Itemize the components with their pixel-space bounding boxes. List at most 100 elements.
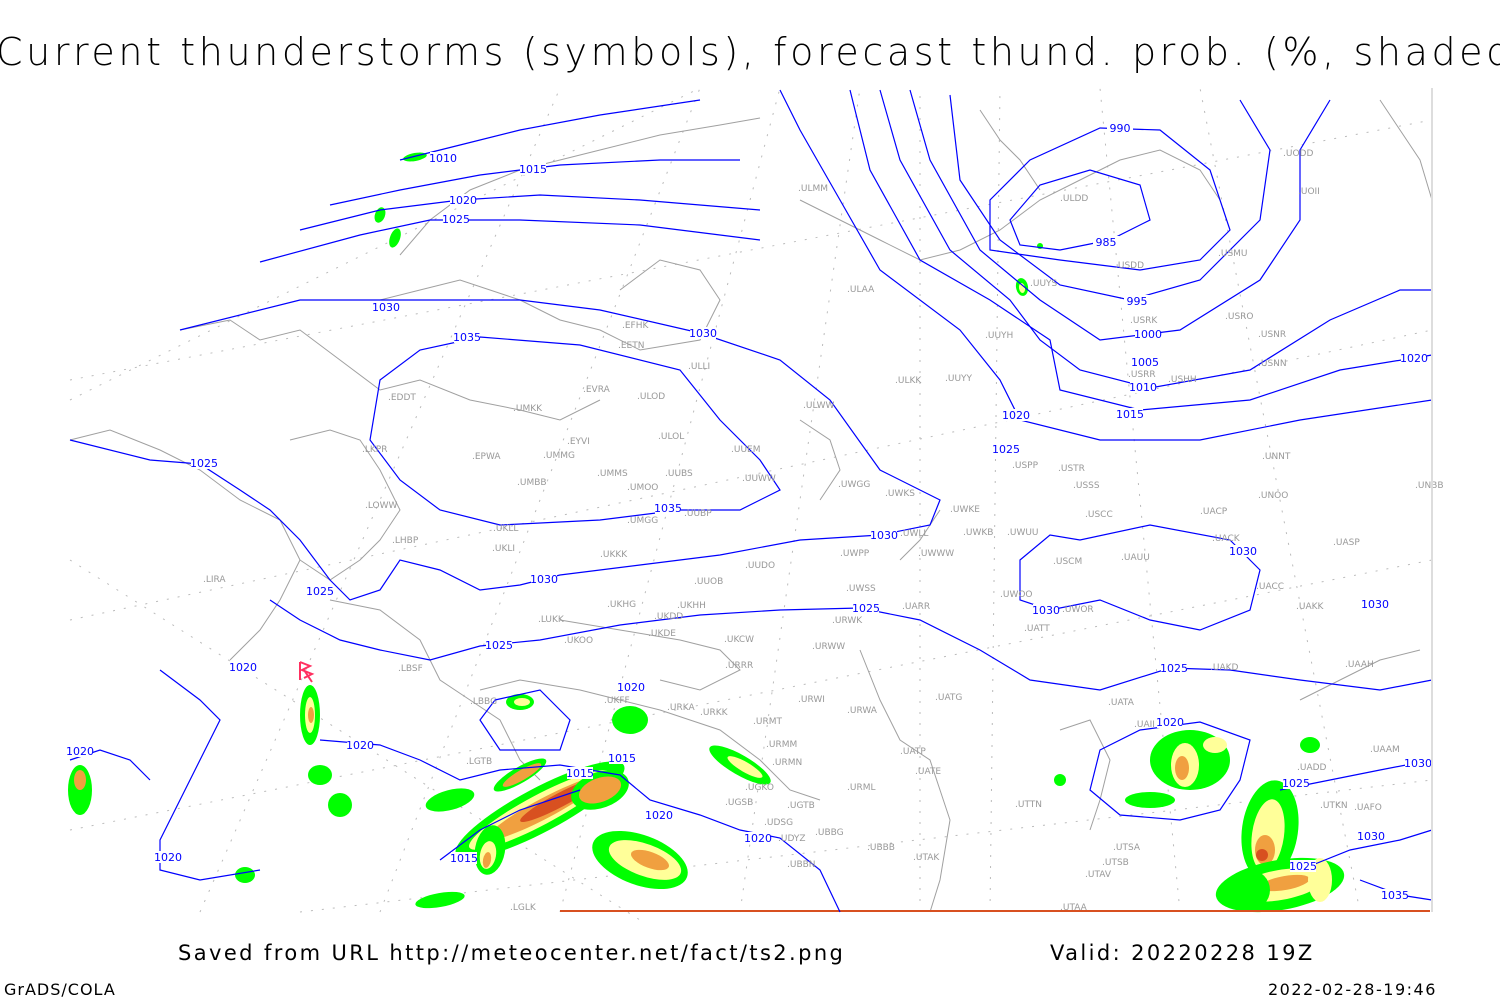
station-label: .UWPP bbox=[840, 549, 870, 559]
station-label: .USDD bbox=[1115, 261, 1144, 271]
isobar-label-bg bbox=[1290, 860, 1316, 872]
station-label: .LHBP bbox=[392, 536, 419, 546]
isobar-label: 1015 bbox=[519, 163, 547, 176]
station-label: .UKDE bbox=[648, 629, 676, 639]
isobar-label: 1025 bbox=[485, 639, 513, 652]
isobar-label: 1030 bbox=[870, 529, 898, 542]
isobar-label-bg bbox=[1033, 604, 1059, 616]
probability-area bbox=[308, 707, 314, 723]
isobar-label-bg bbox=[373, 301, 399, 313]
coastline bbox=[559, 619, 741, 691]
station-label: .UGSB bbox=[725, 798, 753, 808]
isobar-label-bg bbox=[451, 852, 477, 864]
isobar-label-bg bbox=[1161, 662, 1187, 674]
station-label: .UUBP bbox=[684, 509, 712, 519]
isobar-label-bg bbox=[1283, 777, 1309, 789]
station-label: .ULMM bbox=[798, 184, 828, 194]
station-label: .UKFF bbox=[604, 696, 630, 706]
isobar-label: 1015 bbox=[1116, 408, 1144, 421]
station-label: .UUBS bbox=[665, 469, 693, 479]
isobar-label: 1015 bbox=[450, 852, 478, 865]
probability-area bbox=[631, 849, 669, 871]
station-label: .UBBB bbox=[867, 843, 895, 853]
station-label: .USNN bbox=[1258, 359, 1287, 369]
station-label: .URMN bbox=[772, 758, 802, 768]
station-label: .UUEM bbox=[731, 445, 761, 455]
isobar-line bbox=[269, 599, 1433, 691]
isobar-label: 1030 bbox=[1229, 545, 1257, 558]
station-label: .UNOO bbox=[1258, 491, 1288, 501]
station-label: .LGTB bbox=[466, 757, 492, 767]
coastline bbox=[799, 419, 841, 501]
station-label: .UUYY bbox=[945, 374, 973, 384]
station-label: .UWOR bbox=[1062, 605, 1094, 615]
isobar-label-bg bbox=[1382, 889, 1408, 901]
station-label: .UMBB bbox=[517, 478, 547, 488]
isobar-label: 1030 bbox=[1032, 604, 1060, 617]
coastline bbox=[379, 259, 721, 351]
isobar-label-bg bbox=[486, 639, 512, 651]
station-label: .UODD bbox=[1283, 149, 1313, 159]
station-label: .UWKB bbox=[963, 528, 993, 538]
probability-area bbox=[1175, 756, 1189, 780]
coastline bbox=[979, 109, 1041, 191]
isobar-label: 1020 bbox=[1156, 716, 1184, 729]
station-label: .UWSS bbox=[846, 584, 876, 594]
isobar-line bbox=[1299, 829, 1433, 871]
station-label: .UBBG bbox=[815, 828, 844, 838]
isobar-label: 1020 bbox=[154, 851, 182, 864]
isobar-line bbox=[69, 439, 881, 601]
grid-line bbox=[989, 87, 1001, 913]
station-label: .ULKK bbox=[895, 376, 922, 386]
isobar-label: 1020 bbox=[229, 661, 257, 674]
station-label: .EVRA bbox=[583, 385, 611, 395]
thunderstorm-symbols bbox=[299, 661, 315, 683]
lat-lon-grid bbox=[69, 87, 1433, 921]
station-label: .USNR bbox=[1258, 330, 1286, 340]
isobar-line bbox=[369, 336, 781, 526]
station-label: .UWWW bbox=[918, 549, 954, 559]
station-label: .UOII bbox=[1298, 187, 1320, 197]
station-label: .UWKS bbox=[885, 489, 915, 499]
station-label: .UMMS bbox=[597, 469, 628, 479]
isobar-label-bg bbox=[454, 331, 480, 343]
isobar-label-bg bbox=[191, 457, 217, 469]
station-label: .UUDO bbox=[745, 561, 775, 571]
isobar-label-bg bbox=[655, 502, 681, 514]
isobar-label-bg bbox=[1124, 295, 1150, 307]
station-label: .URMM bbox=[766, 740, 797, 750]
isobar-label: 1010 bbox=[1129, 381, 1157, 394]
station-label: .LUKK bbox=[538, 615, 565, 625]
station-label: .URWW bbox=[812, 642, 845, 652]
station-label: .UKLI bbox=[492, 544, 515, 554]
probability-area bbox=[403, 152, 427, 162]
coastline bbox=[859, 649, 951, 913]
station-label: .UUYS bbox=[1030, 279, 1058, 289]
station-label: .LOWW bbox=[365, 501, 398, 511]
station-label: .UKLL bbox=[493, 524, 518, 534]
probability-area bbox=[612, 706, 648, 734]
station-label: .UASP bbox=[1333, 538, 1360, 548]
isobar-label-bg bbox=[690, 327, 716, 339]
station-label: .LBSF bbox=[398, 664, 423, 674]
coastline bbox=[329, 599, 541, 781]
station-label: .USRO bbox=[1225, 312, 1254, 322]
isobar-line bbox=[849, 89, 1433, 411]
isobar-label: 1005 bbox=[1131, 356, 1159, 369]
station-label: .UAUU bbox=[1121, 553, 1150, 563]
station-label: .LKPR bbox=[362, 445, 387, 455]
isobar-line bbox=[479, 689, 571, 751]
isobar-label-bg bbox=[1093, 236, 1119, 248]
probability-area bbox=[578, 776, 622, 804]
isobar-line bbox=[319, 739, 841, 913]
station-label: .UKKK bbox=[600, 550, 628, 560]
probability-area bbox=[1125, 792, 1175, 808]
isobar-label: 1015 bbox=[566, 767, 594, 780]
station-label: .UTAA bbox=[1060, 903, 1088, 913]
station-label: .UAKK bbox=[1296, 602, 1325, 612]
isobar-label-bg bbox=[1230, 545, 1256, 557]
grid-line bbox=[199, 87, 561, 913]
isobar-label: 1025 bbox=[852, 602, 880, 615]
probability-area bbox=[1203, 737, 1227, 753]
isobar-label: 1020 bbox=[66, 745, 94, 758]
